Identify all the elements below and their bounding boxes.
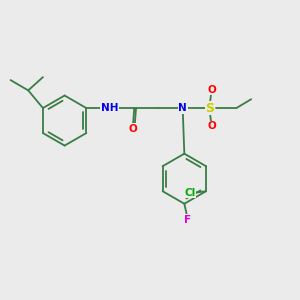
Text: O: O	[207, 121, 216, 131]
Text: NH: NH	[100, 103, 118, 113]
Text: O: O	[207, 85, 216, 95]
Text: F: F	[184, 215, 191, 225]
Text: S: S	[206, 101, 214, 115]
Text: O: O	[128, 124, 137, 134]
Text: Cl: Cl	[184, 188, 195, 198]
Text: N: N	[178, 103, 187, 113]
